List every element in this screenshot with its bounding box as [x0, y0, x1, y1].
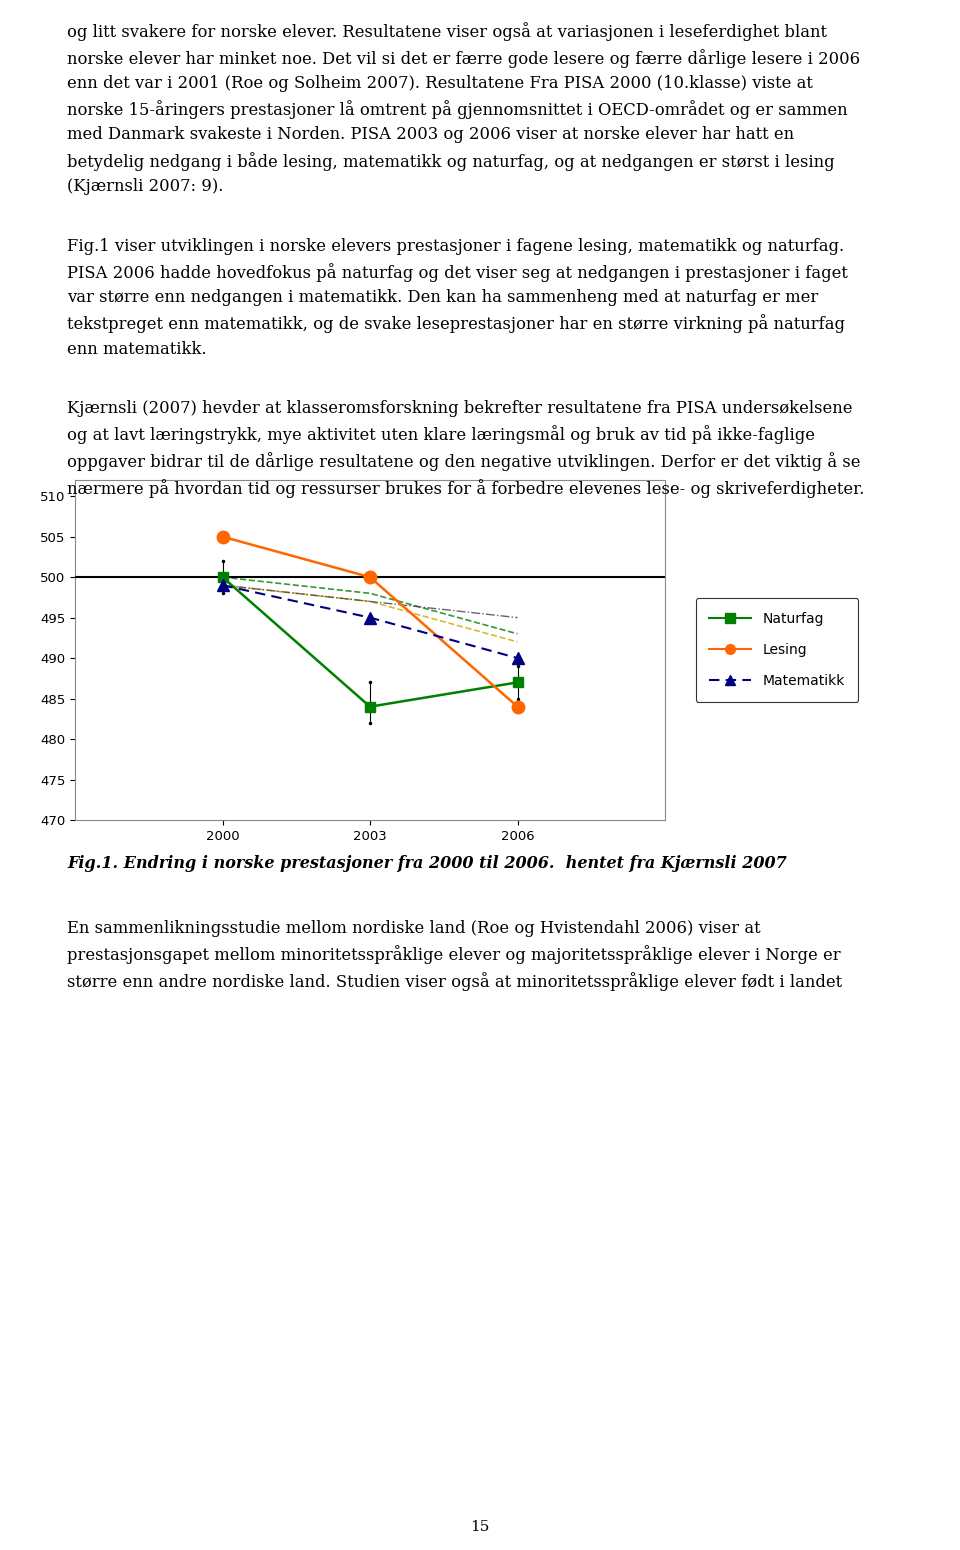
- Text: Fig.1. Endring i norske prestasjoner fra 2000 til 2006.  hentet fra Kjærnsli 200: Fig.1. Endring i norske prestasjoner fra…: [67, 856, 787, 873]
- Text: og litt svakere for norske elever. Resultatene viser også at variasjonen i lesef: og litt svakere for norske elever. Resul…: [67, 22, 860, 195]
- Text: En sammenlikningsstudie mellom nordiske land (Roe og Hvistendahl 2006) viser at
: En sammenlikningsstudie mellom nordiske …: [67, 921, 842, 990]
- Text: Fig.1 viser utviklingen i norske elevers prestasjoner i fagene lesing, matematik: Fig.1 viser utviklingen i norske elevers…: [67, 239, 848, 358]
- Text: Kjærnsli (2007) hevder at klasseromsforskning bekrefter resultatene fra PISA und: Kjærnsli (2007) hevder at klasseromsfors…: [67, 400, 865, 498]
- Legend: Naturfag, Lesing, Matematikk: Naturfag, Lesing, Matematikk: [696, 598, 858, 702]
- Text: 15: 15: [470, 1521, 490, 1534]
